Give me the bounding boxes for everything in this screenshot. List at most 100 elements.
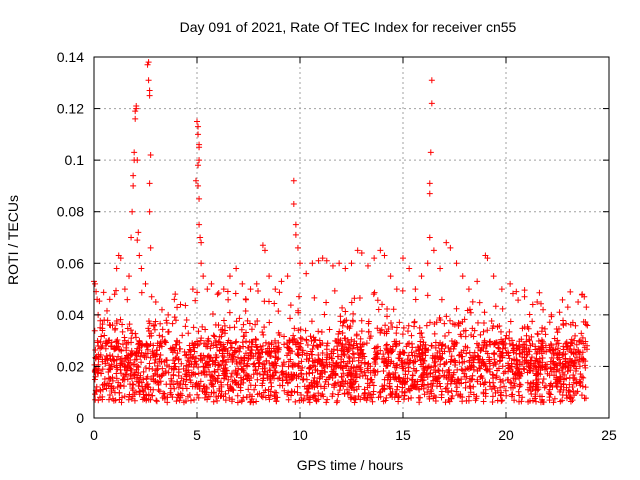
roti-point (295, 309, 302, 316)
roti-point (128, 234, 135, 241)
roti-point (195, 364, 202, 371)
roti-point (303, 350, 310, 357)
roti-point (533, 350, 540, 357)
roti-point (381, 252, 388, 259)
roti-point (168, 391, 175, 398)
roti-point (165, 328, 172, 335)
roti-point (119, 321, 126, 328)
roti-point (240, 394, 247, 401)
roti-point (355, 393, 362, 400)
roti-point (188, 371, 195, 378)
roti-point (418, 273, 425, 280)
roti-point (106, 352, 113, 359)
roti-point (196, 385, 203, 392)
roti-point (497, 352, 504, 359)
roti-point (456, 352, 463, 359)
roti-point (124, 325, 131, 332)
roti-point (408, 332, 415, 339)
roti-point (214, 291, 221, 298)
roti-point (242, 296, 249, 303)
roti-point (374, 325, 381, 332)
roti-point (340, 378, 347, 385)
x-tick-label: 25 (601, 427, 617, 443)
roti-point (562, 358, 569, 365)
roti-point (550, 399, 557, 406)
roti-point (431, 330, 438, 337)
roti-point (461, 373, 468, 380)
roti-point (484, 365, 491, 372)
roti-point (459, 367, 466, 374)
roti-point (130, 372, 137, 379)
roti-point (498, 336, 505, 343)
roti-point (492, 361, 499, 368)
roti-point (437, 383, 444, 390)
roti-point (107, 366, 114, 373)
roti-point (315, 390, 322, 397)
roti-point (151, 326, 158, 333)
roti-point (405, 395, 412, 402)
roti-point (210, 398, 217, 405)
roti-point (380, 351, 387, 358)
roti-point (226, 394, 233, 401)
roti-point (310, 342, 317, 349)
roti-point (448, 395, 455, 402)
roti-point (576, 337, 583, 344)
roti-point (113, 265, 120, 272)
roti-point (580, 374, 587, 381)
roti-point (339, 330, 346, 337)
roti-point (546, 372, 553, 379)
roti-point (143, 397, 150, 404)
roti-point (331, 287, 338, 294)
roti-point (266, 319, 273, 326)
roti-point (359, 341, 366, 348)
roti-point (323, 351, 330, 358)
roti-point (151, 359, 158, 366)
roti-point (486, 356, 493, 363)
roti-point (582, 338, 589, 345)
roti-point (582, 395, 589, 402)
roti-point (156, 332, 163, 339)
roti-point (315, 351, 322, 358)
roti-point (364, 365, 371, 372)
roti-point (126, 321, 133, 328)
roti-point (484, 327, 491, 334)
roti-point (575, 359, 582, 366)
roti-point (119, 341, 126, 348)
roti-point (259, 242, 266, 249)
roti-point (266, 273, 273, 280)
roti-point (347, 394, 354, 401)
roti-point (265, 341, 272, 348)
roti-point (488, 317, 495, 324)
roti-point (147, 244, 154, 251)
roti-point (97, 324, 104, 331)
roti-point (380, 368, 387, 375)
roti-point (358, 346, 365, 353)
roti-point (163, 320, 170, 327)
roti-point (292, 398, 299, 405)
roti-point (223, 359, 230, 366)
x-tick-label: 0 (90, 427, 98, 443)
roti-point (243, 394, 250, 401)
roti-point (503, 332, 510, 339)
roti-point (521, 293, 528, 300)
roti-point (498, 398, 505, 405)
roti-point (311, 337, 318, 344)
roti-point (227, 344, 234, 351)
roti-point (240, 355, 247, 362)
roti-point (133, 105, 140, 112)
roti-point (297, 326, 304, 333)
roti-point (127, 381, 134, 388)
roti-point (180, 399, 187, 406)
roti-point (419, 381, 426, 388)
roti-point (152, 298, 159, 305)
roti-point (374, 297, 381, 304)
roti-point (534, 370, 541, 377)
roti-point (369, 398, 376, 405)
roti-point (554, 384, 561, 391)
y-tick-label: 0.12 (57, 101, 84, 117)
roti-point (573, 341, 580, 348)
roti-point (249, 393, 256, 400)
roti-point (104, 380, 111, 387)
roti-point (404, 375, 411, 382)
